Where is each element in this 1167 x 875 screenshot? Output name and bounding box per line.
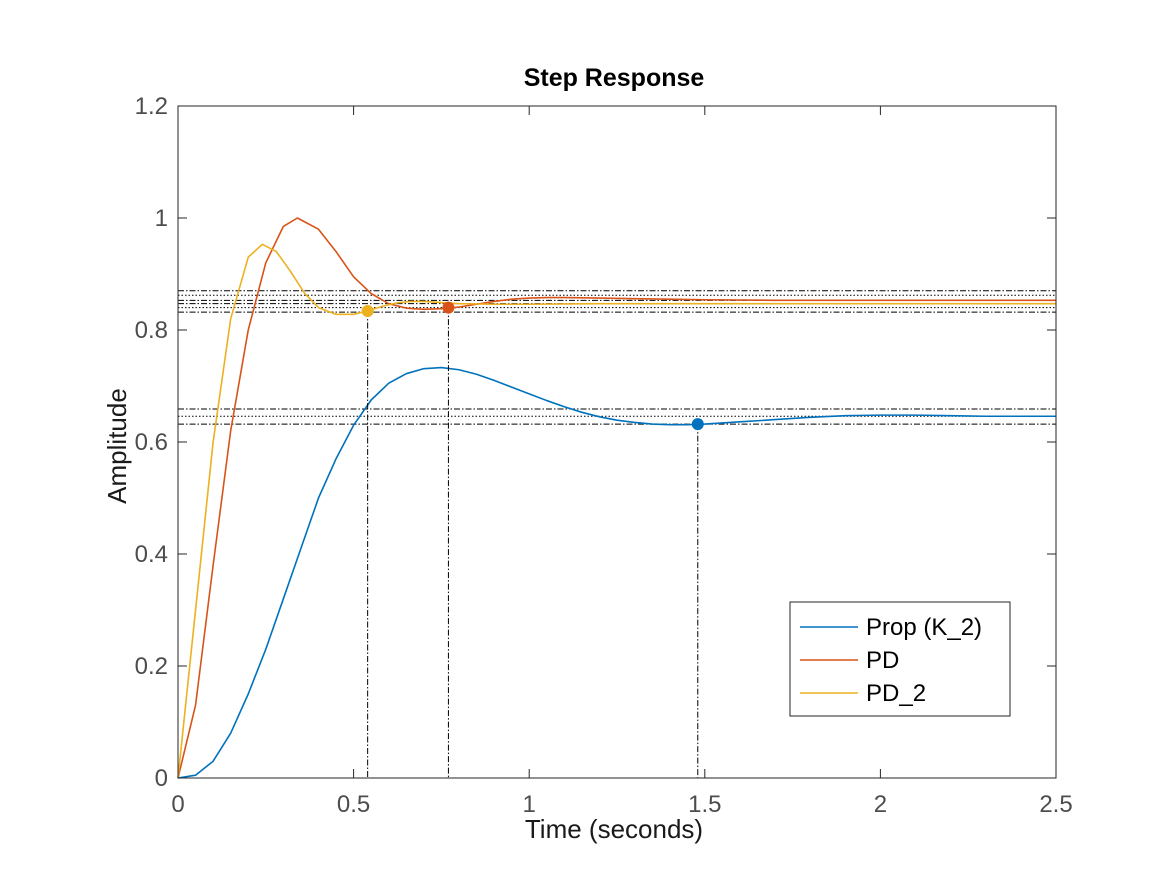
- y-tick-label: 0.6: [135, 429, 168, 456]
- x-tick-label: 0: [171, 791, 184, 818]
- x-tick-label: 1: [523, 791, 536, 818]
- y-tick-label: 0.8: [135, 317, 168, 344]
- chart-title: Step Response: [524, 64, 705, 92]
- y-tick-label: 0.4: [135, 541, 168, 568]
- x-axis-label: Time (seconds): [525, 814, 703, 844]
- y-tick-label: 0.2: [135, 653, 168, 680]
- settling-marker-1[interactable]: [442, 301, 455, 314]
- y-axis-label: Amplitude: [102, 388, 132, 504]
- y-tick-label: 1.2: [135, 93, 168, 120]
- legend-label-pd: PD: [866, 647, 899, 674]
- x-tick-label: 2: [874, 791, 887, 818]
- y-tick-label: 1: [155, 205, 168, 232]
- legend: Prop (K_2) PD PD_2: [789, 601, 1011, 717]
- x-tick-label: 0.5: [337, 791, 370, 818]
- tick-layer: 0 0.5 1 1.5 2 2.5 0 0.2 0.4 0.6 0.8 1 1.2: [135, 93, 1073, 818]
- x-tick-label: 1.5: [688, 791, 721, 818]
- series-line-0: [177, 366, 1056, 779]
- legend-box: [789, 601, 1011, 717]
- legend-label-prop: Prop (K_2): [866, 614, 982, 641]
- settling-marker-0[interactable]: [691, 418, 704, 431]
- legend-label-pd2: PD_2: [866, 680, 926, 707]
- settling-markers: [361, 301, 704, 778]
- settling-marker-2[interactable]: [361, 304, 374, 317]
- series-line-2: [177, 243, 1056, 779]
- x-tick-label: 2.5: [1039, 791, 1072, 818]
- y-tick-label: 0: [155, 765, 168, 792]
